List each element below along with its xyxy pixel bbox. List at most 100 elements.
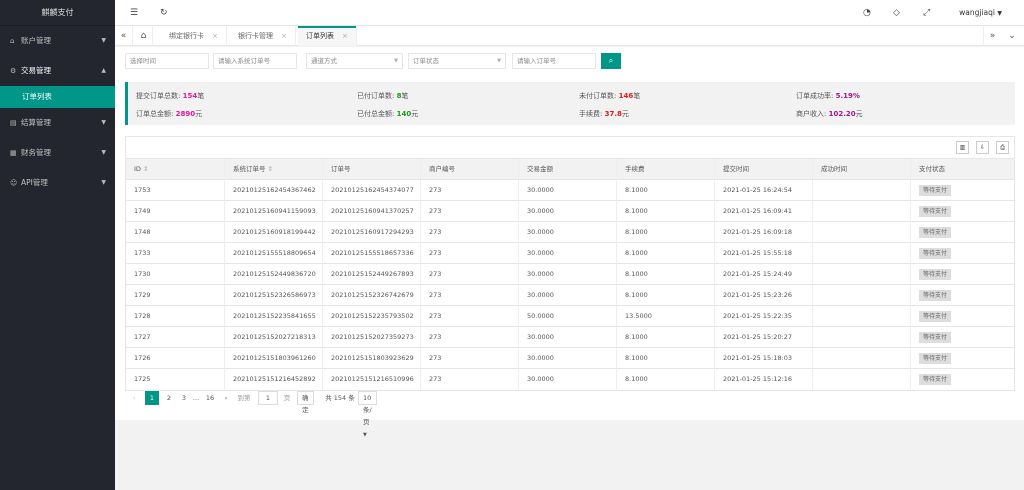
menu-toggle-icon[interactable]: ☰ — [130, 8, 139, 18]
table-row[interactable]: 1725 20210125151216452892 2021012515121651… — [126, 369, 1014, 390]
cell-id: 1728 — [126, 306, 225, 327]
table-row[interactable]: 1729 20210125152326586973 2021012515232674… — [126, 285, 1014, 306]
document-icon: ▤ — [10, 119, 17, 127]
cell-amount: 30.0000 — [519, 327, 617, 348]
table-row[interactable]: 1726 20210125151803961260 2021012515180392… — [126, 348, 1014, 369]
prev-page-icon[interactable]: ‹ — [132, 394, 136, 402]
table-row[interactable]: 1748 20210125160918199442 2021012516091729… — [126, 222, 1014, 243]
close-icon[interactable]: × — [212, 32, 218, 40]
cell-merchant: 273 — [421, 201, 519, 222]
status-badge: 等待支付 — [919, 227, 952, 238]
tab-label: 绑定银行卡 — [169, 32, 204, 40]
cell-success-time — [813, 264, 911, 285]
cell-submit-time: 2021-01-25 15:24:49 — [715, 264, 813, 285]
table-row[interactable]: 1749 20210125160941159093 2021012516094137… — [126, 201, 1014, 222]
search-button[interactable]: ⌕ — [601, 53, 621, 69]
table-toolbar: ▥ ⇩ ⎙ — [125, 136, 1015, 158]
cell-amount: 30.0000 — [519, 243, 617, 264]
tab-bind-bank-card[interactable]: 绑定银行卡 × — [161, 26, 227, 46]
status-select[interactable]: 订单状态 ▼ — [408, 53, 506, 69]
time-picker-input[interactable]: 选择时间 — [125, 53, 209, 69]
print-icon[interactable]: ⎙ — [996, 141, 1009, 154]
stat-unpaid-count: 未付订单数: 146笔 — [579, 92, 641, 100]
page-3[interactable]: 3 — [181, 394, 187, 402]
next-page-icon[interactable]: › — [224, 394, 228, 402]
columns-filter-icon[interactable]: ▥ — [956, 141, 969, 154]
page-1[interactable]: 1 — [145, 391, 159, 405]
cell-merchant: 273 — [421, 180, 519, 201]
cell-fee: 8.1000 — [617, 264, 715, 285]
cell-amount: 30.0000 — [519, 222, 617, 243]
export-icon[interactable]: ⇩ — [976, 141, 989, 154]
cell-success-time — [813, 201, 911, 222]
select-value: 通道方式 — [311, 57, 337, 65]
page-2[interactable]: 2 — [166, 394, 172, 402]
sidebar-item-trade[interactable]: ⚙ 交易管理 ▲ — [0, 56, 115, 86]
cell-sys-order: 20210125162454367462 — [225, 180, 323, 201]
sidebar-item-settlement[interactable]: ▤ 结算管理 ▼ — [0, 108, 115, 138]
sidebar-item-label: 财务管理 — [21, 148, 51, 157]
sidebar-item-api[interactable]: ☺ API管理 ▼ — [0, 168, 115, 198]
table-row[interactable]: 1727 20210125152027218313 2021012515202735… — [126, 327, 1014, 348]
chevron-down-icon: ▼ — [101, 119, 106, 126]
cell-pay-status: 等待支付 — [911, 222, 1014, 243]
cell-pay-status: 等待支付 — [911, 306, 1014, 327]
tab-bank-card-manage[interactable]: 银行卡管理 × — [230, 26, 296, 46]
table-row[interactable]: 1730 20210125152449836720 2021012515244926… — [126, 264, 1014, 285]
header-sys-order[interactable]: 系统订单号 ⇕ — [225, 159, 323, 180]
page-16[interactable]: 16 — [205, 394, 215, 402]
home-tab-icon[interactable]: ⌂ — [135, 26, 153, 46]
cell-merchant: 273 — [421, 348, 519, 369]
tabs-scroll-right-icon[interactable]: » — [983, 26, 1001, 46]
sidebar-item-account[interactable]: ⌂ 账户管理 ▼ — [0, 26, 115, 56]
tabs-more-icon[interactable]: ⌄ — [1008, 31, 1016, 41]
cell-merchant: 273 — [421, 264, 519, 285]
channel-select[interactable]: 通道方式 ▼ — [306, 53, 403, 69]
user-menu[interactable]: wangjiaqi ▼ — [959, 0, 1002, 26]
stats-panel: 提交订单总数: 154笔 已付订单数: 8笔 未付订单数: 146笔 订单成功率… — [125, 82, 1015, 125]
goto-confirm-button[interactable]: 确定 — [297, 391, 314, 414]
header-success-time: 成功时间 — [813, 159, 911, 180]
header-id[interactable]: ID ⇕ — [126, 159, 225, 180]
fullscreen-icon[interactable]: ⤢ — [923, 8, 931, 18]
dashboard-icon[interactable]: ◔ — [863, 8, 871, 18]
tabs-scroll-left-icon[interactable]: « — [115, 26, 133, 46]
cell-success-time — [813, 285, 911, 306]
order-no-input[interactable]: 请输入订单号 — [512, 53, 596, 69]
sys-order-input[interactable]: 请输入系统订单号 — [213, 53, 297, 69]
refresh-icon[interactable]: ↻ — [160, 8, 168, 18]
cell-order: 20210125151803923629 — [323, 348, 421, 369]
header-submit-time: 提交时间 — [715, 159, 813, 180]
sidebar-item-finance[interactable]: ▦ 财务管理 ▼ — [0, 138, 115, 168]
cell-fee: 8.1000 — [617, 327, 715, 348]
table-row[interactable]: 1753 20210125162454367462 2021012516245437… — [126, 180, 1014, 201]
sidebar-item-order-list[interactable]: 订单列表 — [0, 86, 115, 108]
cell-order: 20210125155518657336 — [323, 243, 421, 264]
status-badge: 等待支付 — [919, 206, 952, 217]
cell-sys-order: 20210125160918199442 — [225, 222, 323, 243]
cell-amount: 30.0000 — [519, 180, 617, 201]
table-row[interactable]: 1733 20210125155518809654 2021012515551865… — [126, 243, 1014, 264]
tab-order-list[interactable]: 订单列表 × — [298, 26, 357, 46]
close-icon[interactable]: × — [281, 32, 287, 40]
stat-merchant-income: 商户收入: 102.20元 — [796, 110, 863, 118]
sidebar: 麒麟支付 ⌂ 账户管理 ▼ ⚙ 交易管理 ▲ 订单列表 ▤ 结算管理 ▼ ▦ 财务管理 … — [0, 0, 115, 490]
cell-fee: 8.1000 — [617, 285, 715, 306]
cell-sys-order: 20210125152326586973 — [225, 285, 323, 306]
tag-icon[interactable]: ◇ — [893, 8, 900, 18]
cell-success-time — [813, 243, 911, 264]
sidebar-item-label: API管理 — [21, 178, 48, 187]
cell-pay-status: 等待支付 — [911, 264, 1014, 285]
per-page-select[interactable]: 10 条/页 ▼ — [358, 391, 377, 438]
chevron-down-icon: ▼ — [363, 432, 367, 438]
cell-submit-time: 2021-01-25 15:23:26 — [715, 285, 813, 306]
goto-page-input[interactable]: 1 — [258, 391, 278, 405]
cell-submit-time: 2021-01-25 15:22:35 — [715, 306, 813, 327]
table-row[interactable]: 1728 20210125152235841655 2021012515223579… — [126, 306, 1014, 327]
search-icon: ⌕ — [608, 56, 614, 65]
cell-fee: 8.1000 — [617, 222, 715, 243]
close-icon[interactable]: × — [342, 32, 348, 40]
cell-merchant: 273 — [421, 327, 519, 348]
goto-label: 到第 — [237, 394, 251, 402]
cell-sys-order: 20210125151216452892 — [225, 369, 323, 390]
